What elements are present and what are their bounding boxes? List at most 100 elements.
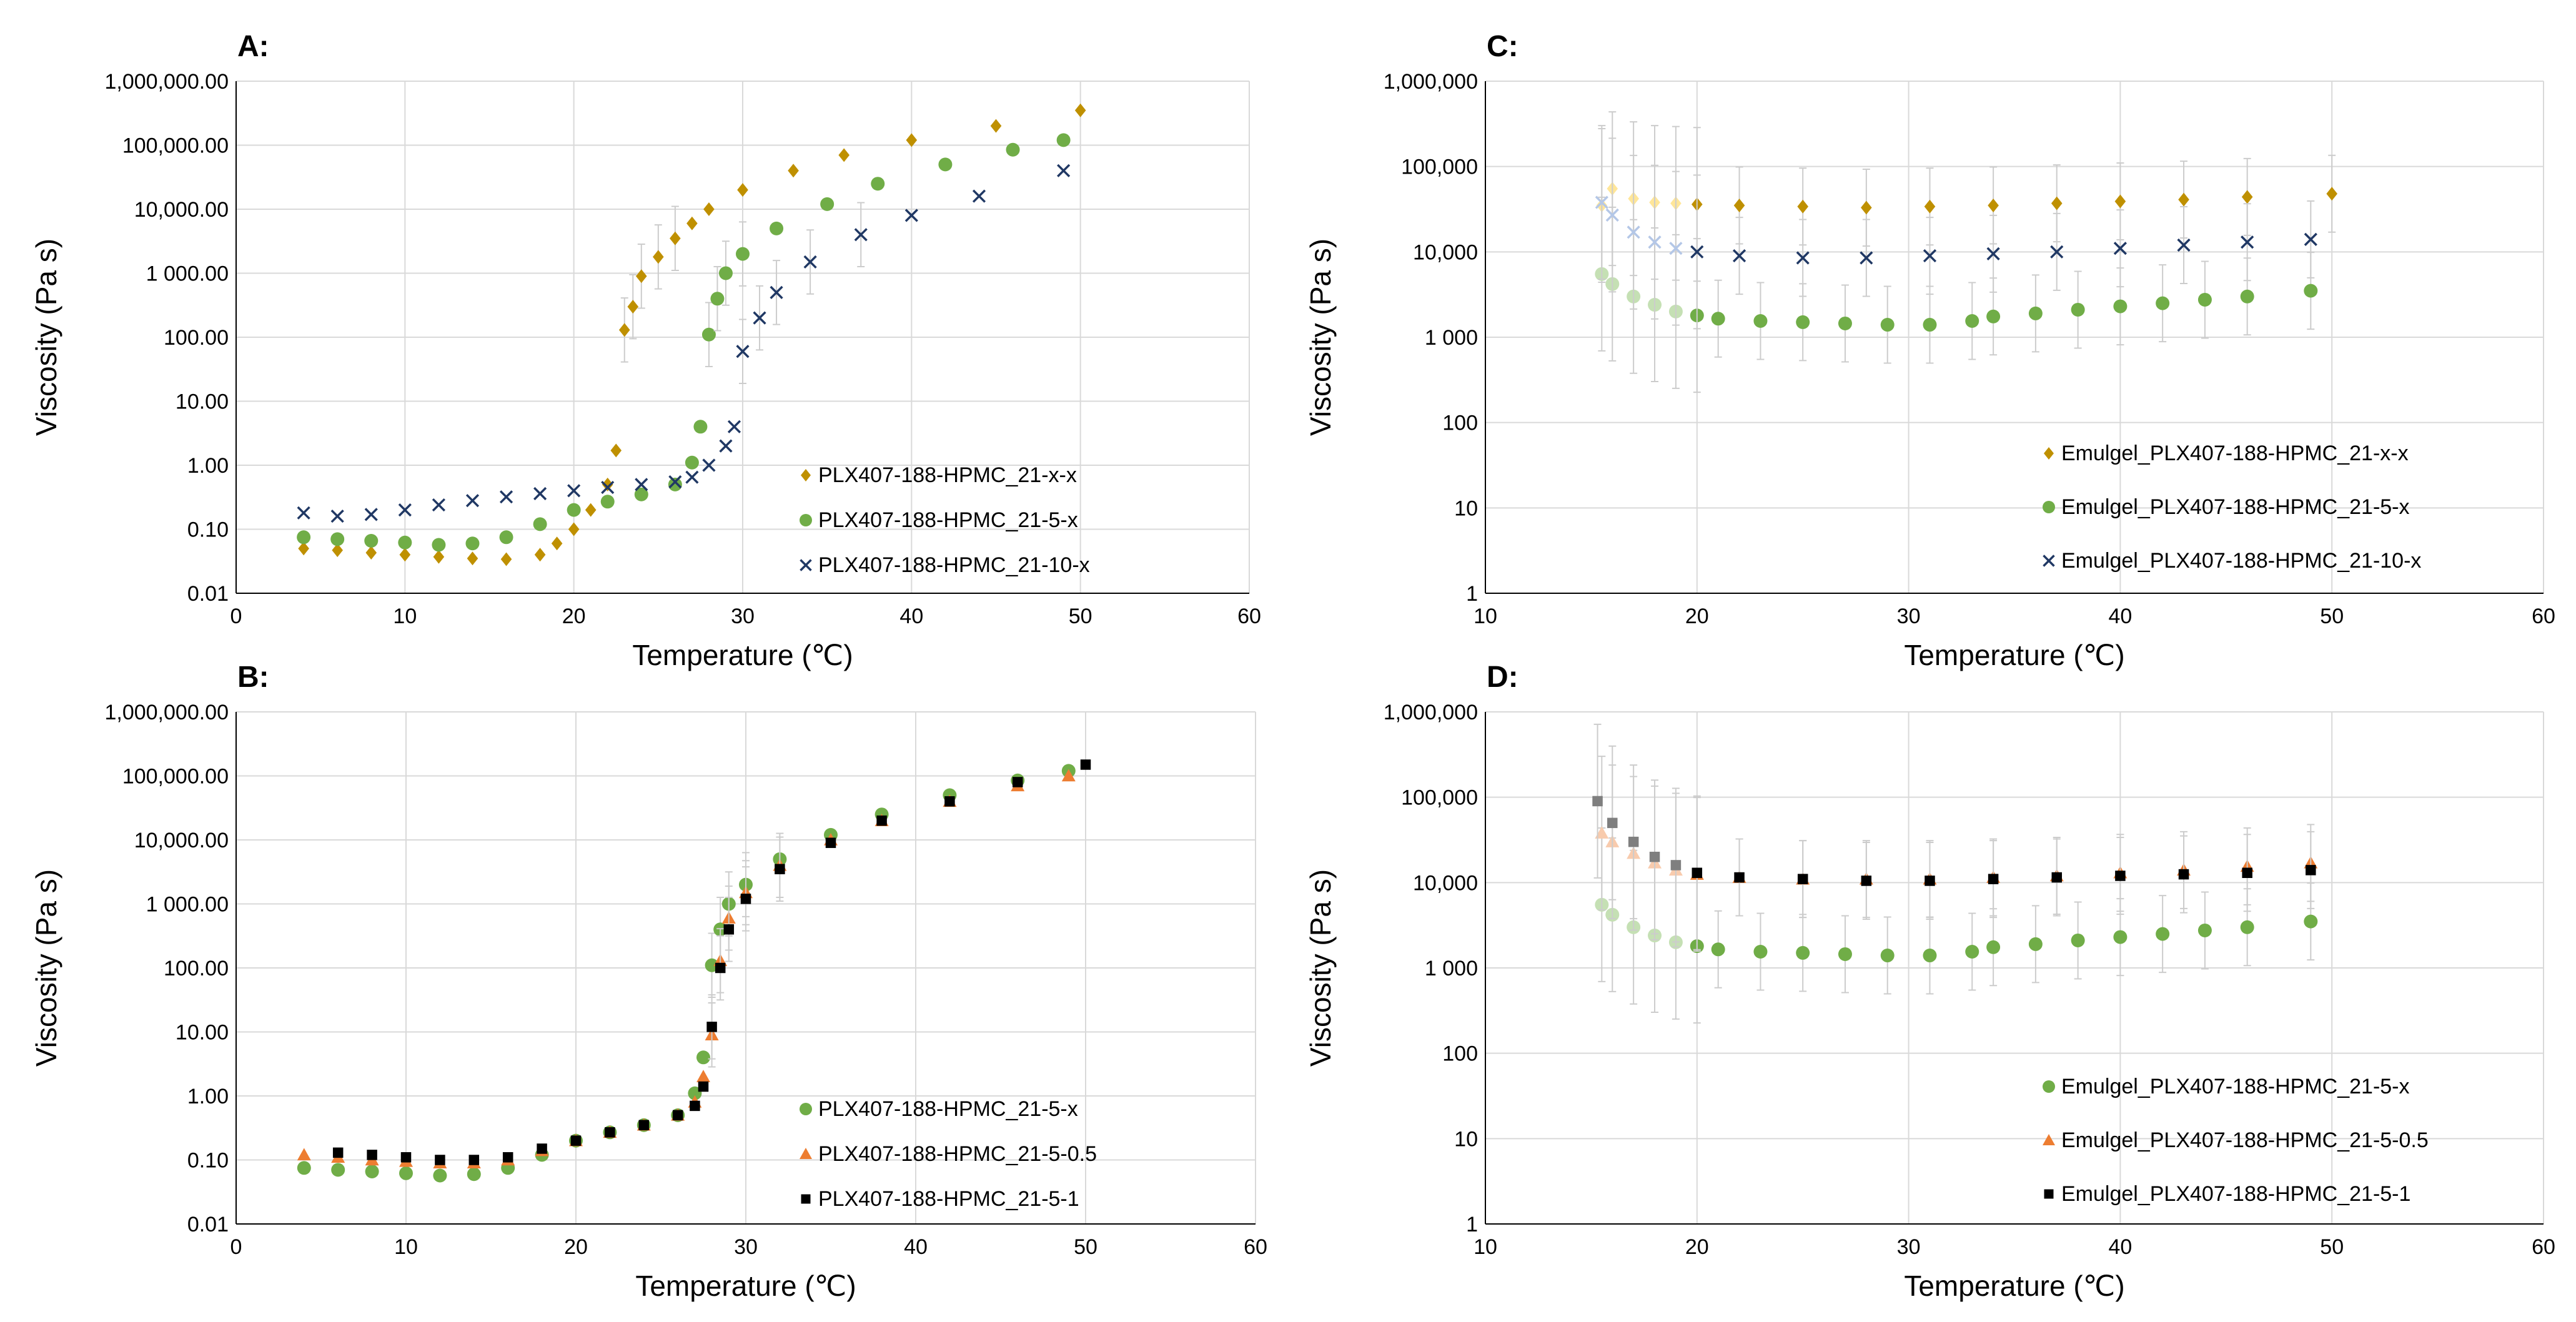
data-point (297, 506, 310, 520)
x-tick-label: 40 (904, 1235, 928, 1259)
x-tick-label: 60 (2532, 1235, 2555, 1259)
data-point (820, 197, 835, 211)
data-point (605, 1127, 615, 1138)
data-point (788, 164, 799, 178)
data-point (2304, 284, 2318, 298)
x-tick-label: 0 (230, 1235, 242, 1259)
x-tick-label: 60 (1244, 1235, 1267, 1259)
series-PLX407-188-HPMC_21-5-x (297, 133, 1071, 552)
data-point (2197, 292, 2212, 307)
data-point (2115, 871, 2126, 881)
data-point (432, 498, 445, 512)
y-axis-label: Viscosity (Pa s) (1304, 239, 1337, 436)
y-tick-label: 10.00 (176, 1021, 229, 1045)
data-point (696, 1070, 710, 1082)
data-point (1056, 133, 1071, 147)
data-point (1627, 225, 1640, 239)
data-point (938, 157, 953, 172)
legend-marker (2043, 555, 2055, 567)
data-point (1838, 316, 1852, 330)
data-point (1006, 142, 1020, 157)
series-PLX407-188-HPMC_21-10-x (297, 164, 1071, 523)
data-point (2113, 242, 2127, 255)
legend-label: Emulgel_PLX407-188-HPMC_21-5-x (2061, 1075, 2410, 1098)
x-tick-label: 10 (1474, 604, 1497, 628)
data-point (534, 548, 546, 562)
data-point (1057, 164, 1071, 177)
legend-entry-2: PLX407-188-HPMC_21-10-x (800, 553, 1090, 577)
x-tick-label: 30 (1897, 604, 1921, 628)
data-point (2304, 914, 2318, 929)
data-point (1924, 199, 1936, 214)
data-point (1711, 312, 1725, 326)
data-point (1080, 759, 1091, 770)
y-tick-label: 1,000,000 (1384, 70, 1478, 94)
data-point (567, 503, 581, 517)
data-point (854, 228, 868, 242)
data-point (627, 300, 639, 314)
panel-A: A: 0.01 0.10 1.00 10.00 100.00 1 000.00 10,000.… (30, 30, 1261, 671)
data-point (330, 509, 344, 523)
series-Emulgel_PLX407-188-HPMC_21-x-x (1596, 111, 2337, 283)
data-point (551, 536, 563, 551)
series-Emulgel_PLX407-188-HPMC_21-5-x (1595, 827, 2318, 1024)
data-point (972, 189, 986, 203)
data-point (398, 503, 412, 517)
data-point (467, 551, 478, 566)
panel-label: A: (237, 30, 269, 63)
data-point (364, 533, 379, 548)
data-point (1860, 251, 1873, 265)
y-axis-label: Viscosity (Pa s) (30, 869, 62, 1067)
y-tick-label: 0.01 (187, 1213, 229, 1236)
y-tick-label: 10,000.00 (134, 198, 229, 222)
legend-entry-0: PLX407-188-HPMC_21-5-x (800, 1097, 1078, 1121)
series-PLX407-188-HPMC_21-x-x (298, 103, 1086, 566)
data-point (298, 541, 309, 556)
x-tick-label: 20 (564, 1235, 588, 1259)
data-point (1690, 245, 1704, 259)
data-point (330, 532, 345, 546)
data-point (2177, 238, 2191, 252)
data-point (1923, 949, 1937, 963)
y-axis-label: Viscosity (Pa s) (1304, 869, 1337, 1067)
data-point (653, 250, 664, 264)
legend-label: PLX407-188-HPMC_21-5-x (818, 508, 1078, 532)
legend-entry-2: Emulgel_PLX407-188-HPMC_21-5-1 (2044, 1182, 2410, 1206)
x-tick-label: 0 (230, 604, 242, 628)
legend-label: Emulgel_PLX407-188-HPMC_21-5-0.5 (2061, 1128, 2429, 1152)
y-axis-label: Viscosity (Pa s) (30, 239, 62, 436)
x-tick-label: 20 (562, 604, 586, 628)
data-point (297, 1161, 311, 1175)
data-point (1670, 860, 1682, 871)
data-point (710, 292, 725, 306)
data-point (770, 285, 783, 299)
data-point (533, 486, 547, 501)
data-point (1669, 242, 1683, 255)
data-point (686, 216, 698, 230)
x-axis-label: Temperature (℃) (632, 639, 853, 671)
data-point (634, 487, 648, 501)
data-point (432, 538, 446, 552)
x-tick-label: 40 (2108, 604, 2132, 628)
data-point (2241, 190, 2253, 204)
data-point (610, 443, 622, 458)
y-tick-label: 10 (1454, 1127, 1478, 1151)
y-tick-label: 1 (1466, 582, 1478, 606)
x-tick-label: 20 (1685, 604, 1709, 628)
y-tick-label: 0.10 (187, 518, 229, 542)
y-tick-label: 1 (1466, 1213, 1478, 1236)
data-point (2114, 194, 2126, 209)
data-point (400, 1152, 412, 1163)
x-tick-label: 20 (1685, 1235, 1709, 1259)
data-point (770, 221, 784, 235)
legend-entry-1: PLX407-188-HPMC_21-5-0.5 (800, 1142, 1097, 1166)
y-tick-label: 100,000.00 (122, 134, 229, 158)
series-Emulgel_PLX407-188-HPMC_21-5-0.5 (1595, 756, 2318, 952)
y-tick-label: 0.01 (187, 582, 229, 606)
data-point (871, 177, 885, 191)
legend-entry-1: Emulgel_PLX407-188-HPMC_21-5-0.5 (2043, 1128, 2429, 1152)
data-point (904, 209, 918, 222)
data-point (1595, 826, 1609, 839)
